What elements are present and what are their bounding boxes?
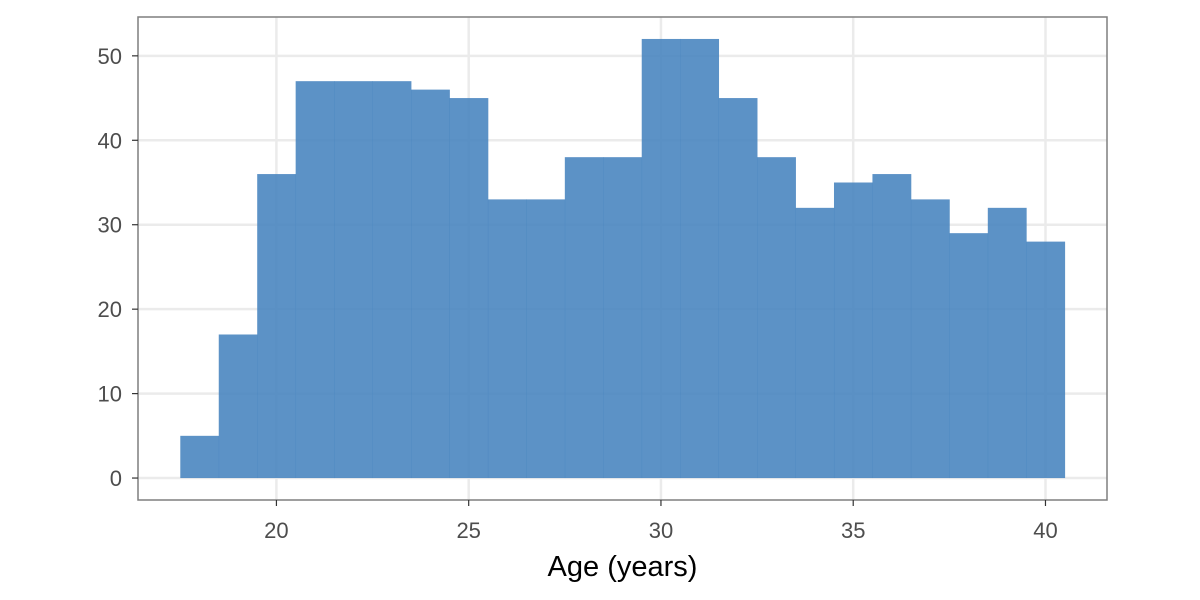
x-tick-label: 25: [456, 518, 480, 543]
y-tick-label: 30: [98, 213, 122, 238]
histogram-bar-7: [449, 98, 489, 479]
histogram-bars: [180, 38, 1066, 479]
histogram-bar-22: [1026, 241, 1066, 479]
histogram-bar-17: [833, 182, 873, 479]
histogram-bar-18: [872, 174, 912, 479]
histogram-bar-0: [180, 435, 220, 479]
histogram-bar-16: [795, 207, 835, 479]
x-tick-label: 30: [649, 518, 673, 543]
y-tick-label: 0: [110, 466, 122, 491]
plot-panel-border: [137, 16, 1108, 501]
histogram-bar-1: [218, 334, 258, 479]
x-tick-label: 35: [841, 518, 865, 543]
x-axis-title: Age (years): [548, 551, 698, 583]
histogram-bar-10: [564, 157, 604, 479]
histogram-bar-9: [526, 199, 566, 479]
histogram-bar-19: [910, 199, 950, 479]
histogram-bar-5: [372, 81, 412, 479]
y-tick-label: 10: [98, 382, 122, 407]
histogram-bar-2: [257, 174, 297, 479]
y-tick-label: 20: [98, 297, 122, 322]
histogram-bar-12: [641, 38, 681, 479]
axis-ticks: 20 25 30 35 40 0 10 20 30 40 50: [98, 44, 1058, 543]
histogram-bar-3: [295, 81, 335, 479]
histogram-bar-13: [680, 38, 720, 479]
histogram-bar-20: [949, 233, 989, 479]
x-tick-label: 20: [264, 518, 288, 543]
histogram-bar-4: [334, 81, 373, 479]
histogram-bar-14: [718, 98, 758, 479]
histogram-bar-6: [411, 89, 450, 479]
x-tick-label: 40: [1033, 518, 1057, 543]
histogram-bar-21: [987, 207, 1027, 479]
y-tick-label: 50: [98, 44, 122, 69]
histogram-bar-8: [487, 199, 527, 479]
y-tick-label: 40: [98, 128, 122, 153]
histogram-bar-15: [757, 157, 796, 479]
histogram-bar-11: [603, 157, 643, 479]
